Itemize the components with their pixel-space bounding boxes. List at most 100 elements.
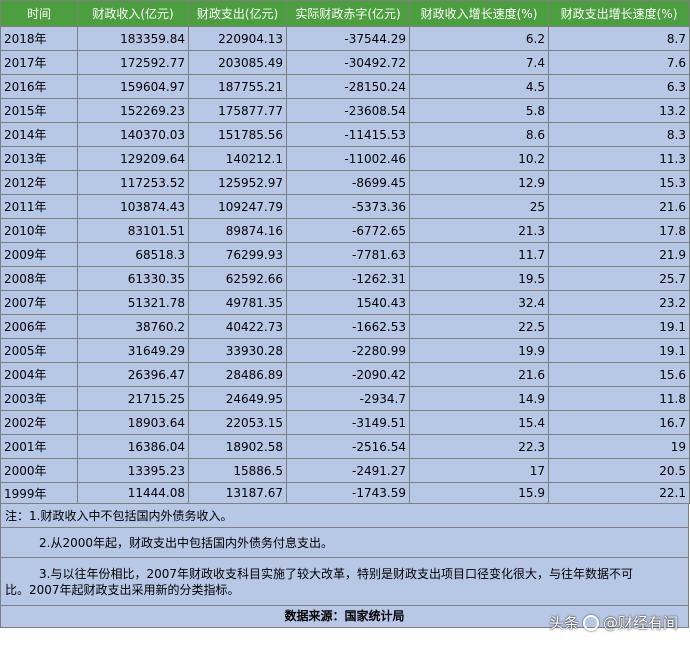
value-cell[interactable]: 10.2 bbox=[409, 146, 549, 171]
value-cell[interactable]: 76299.93 bbox=[188, 242, 287, 267]
value-cell[interactable]: 151785.56 bbox=[188, 122, 287, 147]
value-cell[interactable]: 19.1 bbox=[548, 314, 690, 339]
value-cell[interactable]: 159604.97 bbox=[77, 74, 189, 99]
value-cell[interactable]: 21.6 bbox=[548, 194, 690, 219]
value-cell[interactable]: -2516.54 bbox=[286, 434, 410, 459]
year-cell[interactable]: 2012年 bbox=[0, 170, 78, 195]
value-cell[interactable]: 23.2 bbox=[548, 290, 690, 315]
value-cell[interactable]: 8.6 bbox=[409, 122, 549, 147]
value-cell[interactable]: 13.2 bbox=[548, 98, 690, 123]
value-cell[interactable]: 40422.73 bbox=[188, 314, 287, 339]
value-cell[interactable]: 117253.52 bbox=[77, 170, 189, 195]
data-source[interactable]: 数据来源：国家统计局 bbox=[0, 606, 689, 628]
value-cell[interactable]: 22053.15 bbox=[188, 410, 287, 435]
value-cell[interactable]: 15.9 bbox=[409, 482, 549, 504]
value-cell[interactable]: 17.8 bbox=[548, 218, 690, 243]
value-cell[interactable]: 1540.43 bbox=[286, 290, 410, 315]
value-cell[interactable]: 220904.13 bbox=[188, 26, 287, 51]
value-cell[interactable]: 61330.35 bbox=[77, 266, 189, 291]
value-cell[interactable]: 203085.49 bbox=[188, 50, 287, 75]
value-cell[interactable]: 12.9 bbox=[409, 170, 549, 195]
value-cell[interactable]: 129209.64 bbox=[77, 146, 189, 171]
year-cell[interactable]: 2004年 bbox=[0, 362, 78, 387]
column-header-revenue[interactable]: 财政收入(亿元) bbox=[77, 0, 189, 27]
value-cell[interactable]: 49781.35 bbox=[188, 290, 287, 315]
year-cell[interactable]: 2011年 bbox=[0, 194, 78, 219]
value-cell[interactable]: 19 bbox=[548, 434, 690, 459]
value-cell[interactable]: 4.5 bbox=[409, 74, 549, 99]
value-cell[interactable]: 89874.16 bbox=[188, 218, 287, 243]
value-cell[interactable]: 183359.84 bbox=[77, 26, 189, 51]
value-cell[interactable]: 15.6 bbox=[548, 362, 690, 387]
value-cell[interactable]: 109247.79 bbox=[188, 194, 287, 219]
year-cell[interactable]: 2010年 bbox=[0, 218, 78, 243]
value-cell[interactable]: -1743.59 bbox=[286, 482, 410, 504]
value-cell[interactable]: 19.1 bbox=[548, 338, 690, 363]
value-cell[interactable]: 11.3 bbox=[548, 146, 690, 171]
value-cell[interactable]: 22.1 bbox=[548, 482, 690, 504]
value-cell[interactable]: -11415.53 bbox=[286, 122, 410, 147]
value-cell[interactable]: 13395.23 bbox=[77, 458, 189, 483]
value-cell[interactable]: 31649.29 bbox=[77, 338, 189, 363]
value-cell[interactable]: 21.9 bbox=[548, 242, 690, 267]
value-cell[interactable]: 15.4 bbox=[409, 410, 549, 435]
value-cell[interactable]: -5373.36 bbox=[286, 194, 410, 219]
year-cell[interactable]: 2006年 bbox=[0, 314, 78, 339]
value-cell[interactable]: 33930.28 bbox=[188, 338, 287, 363]
column-header-deficit[interactable]: 实际财政赤字(亿元) bbox=[286, 0, 410, 27]
value-cell[interactable]: 152269.23 bbox=[77, 98, 189, 123]
value-cell[interactable]: 22.5 bbox=[409, 314, 549, 339]
year-cell[interactable]: 2017年 bbox=[0, 50, 78, 75]
value-cell[interactable]: 13187.67 bbox=[188, 482, 287, 504]
year-cell[interactable]: 2003年 bbox=[0, 386, 78, 411]
value-cell[interactable]: 7.6 bbox=[548, 50, 690, 75]
value-cell[interactable]: -28150.24 bbox=[286, 74, 410, 99]
value-cell[interactable]: 51321.78 bbox=[77, 290, 189, 315]
value-cell[interactable]: 6.2 bbox=[409, 26, 549, 51]
value-cell[interactable]: 11.7 bbox=[409, 242, 549, 267]
value-cell[interactable]: -2090.42 bbox=[286, 362, 410, 387]
value-cell[interactable]: -6772.65 bbox=[286, 218, 410, 243]
value-cell[interactable]: 18903.64 bbox=[77, 410, 189, 435]
year-cell[interactable]: 2007年 bbox=[0, 290, 78, 315]
value-cell[interactable]: -8699.45 bbox=[286, 170, 410, 195]
value-cell[interactable]: 28486.89 bbox=[188, 362, 287, 387]
value-cell[interactable]: 15.3 bbox=[548, 170, 690, 195]
value-cell[interactable]: 7.4 bbox=[409, 50, 549, 75]
note-3[interactable]: 3.与以往年份相比，2007年财政收支科目实施了较大改革，特别是财政支出项目口径… bbox=[0, 558, 689, 606]
value-cell[interactable]: 17 bbox=[409, 458, 549, 483]
value-cell[interactable]: -1262.31 bbox=[286, 266, 410, 291]
value-cell[interactable]: 103874.43 bbox=[77, 194, 189, 219]
value-cell[interactable]: -7781.63 bbox=[286, 242, 410, 267]
value-cell[interactable]: 172592.77 bbox=[77, 50, 189, 75]
column-header-year[interactable]: 时间 bbox=[0, 0, 78, 27]
value-cell[interactable]: 83101.51 bbox=[77, 218, 189, 243]
value-cell[interactable]: 19.5 bbox=[409, 266, 549, 291]
value-cell[interactable]: 16.7 bbox=[548, 410, 690, 435]
value-cell[interactable]: 26396.47 bbox=[77, 362, 189, 387]
value-cell[interactable]: 24649.95 bbox=[188, 386, 287, 411]
column-header-expenditure[interactable]: 财政支出(亿元) bbox=[188, 0, 287, 27]
value-cell[interactable]: 6.3 bbox=[548, 74, 690, 99]
value-cell[interactable]: 62592.66 bbox=[188, 266, 287, 291]
value-cell[interactable]: -2934.7 bbox=[286, 386, 410, 411]
year-cell[interactable]: 2001年 bbox=[0, 434, 78, 459]
value-cell[interactable]: 21.3 bbox=[409, 218, 549, 243]
year-cell[interactable]: 2014年 bbox=[0, 122, 78, 147]
value-cell[interactable]: 11.8 bbox=[548, 386, 690, 411]
value-cell[interactable]: 32.4 bbox=[409, 290, 549, 315]
year-cell[interactable]: 2008年 bbox=[0, 266, 78, 291]
value-cell[interactable]: 21715.25 bbox=[77, 386, 189, 411]
year-cell[interactable]: 2015年 bbox=[0, 98, 78, 123]
value-cell[interactable]: 140370.03 bbox=[77, 122, 189, 147]
value-cell[interactable]: -11002.46 bbox=[286, 146, 410, 171]
value-cell[interactable]: -23608.54 bbox=[286, 98, 410, 123]
year-cell[interactable]: 2005年 bbox=[0, 338, 78, 363]
note-1[interactable]: 注：1.财政收入中不包括国内外债务收入。 bbox=[0, 504, 689, 528]
column-header-revenue-growth[interactable]: 财政收入增长速度(%) bbox=[409, 0, 549, 27]
value-cell[interactable]: 21.6 bbox=[409, 362, 549, 387]
value-cell[interactable]: 25 bbox=[409, 194, 549, 219]
value-cell[interactable]: 19.9 bbox=[409, 338, 549, 363]
value-cell[interactable]: 25.7 bbox=[548, 266, 690, 291]
value-cell[interactable]: 187755.21 bbox=[188, 74, 287, 99]
